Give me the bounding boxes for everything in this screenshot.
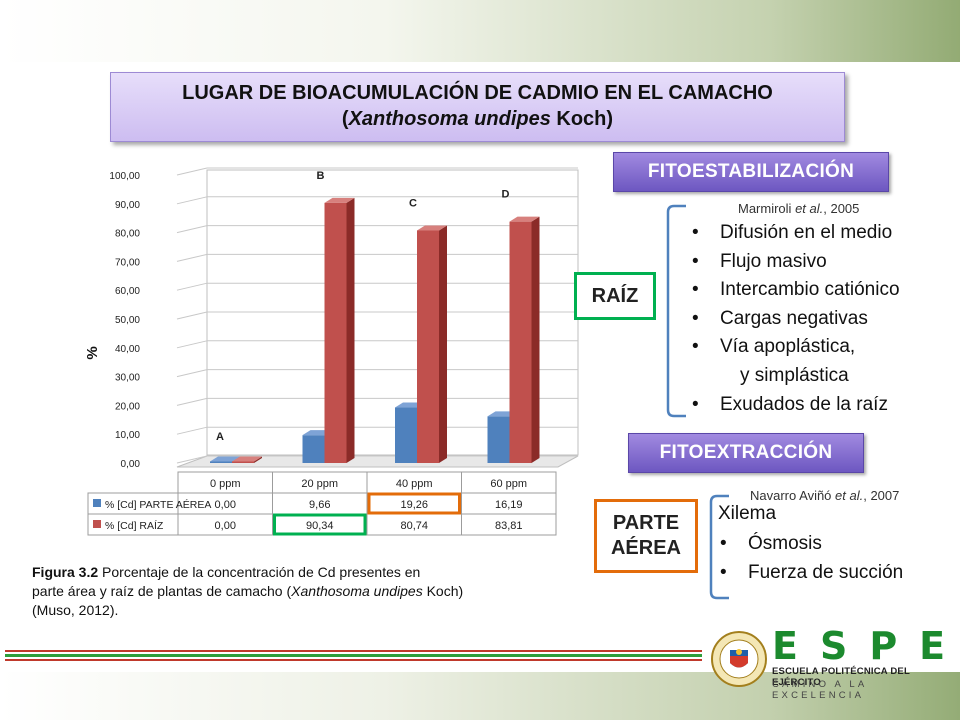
y-tick-label: 100,00 <box>109 171 140 182</box>
gridline-diagonal <box>176 196 208 205</box>
data-label: 80,74 <box>400 520 428 532</box>
gridline-diagonal <box>176 397 208 406</box>
significance-letter: C <box>409 197 417 209</box>
gridline-diagonal <box>176 340 208 349</box>
espe-logo-letters: ESPE <box>772 624 960 668</box>
species-name: Xanthosoma undipes <box>348 108 551 130</box>
y-tick-label: 40,00 <box>115 344 140 355</box>
bar <box>509 221 532 463</box>
gridline-diagonal <box>176 311 208 320</box>
bar <box>210 461 232 463</box>
y-axis-label: % <box>85 346 101 359</box>
bar <box>487 416 510 463</box>
legend-swatch <box>93 520 101 528</box>
gridline-diagonal <box>176 426 208 435</box>
data-label: 19,26 <box>400 499 428 511</box>
data-label: 0,00 <box>215 499 236 511</box>
y-tick-label: 10,00 <box>115 430 140 441</box>
significance-letter: A <box>216 431 224 443</box>
list-item: • Intercambio catiónico <box>692 279 900 301</box>
list-item: • Flujo masivo <box>692 250 827 272</box>
fitoestabilizacion-button[interactable]: FITOESTABILIZACIÓN <box>613 152 889 192</box>
citation-marmiroli: Marmiroli et al., 2005 <box>738 201 860 216</box>
category-label: 20 ppm <box>301 478 338 490</box>
gridline-diagonal <box>176 167 208 176</box>
figure-caption: Figura 3.2 Porcentaje de la concentració… <box>32 564 464 618</box>
fitoextraccion-button[interactable]: FITOEXTRACCIÓN <box>628 433 864 473</box>
y-tick-label: 0,00 <box>121 459 141 470</box>
bar-top <box>232 456 262 462</box>
list-item: • Fuerza de succión <box>720 561 904 583</box>
y-tick-label: 60,00 <box>115 286 140 297</box>
bar-top <box>417 225 447 231</box>
y-tick-label: 70,00 <box>115 257 140 268</box>
y-tick-label: 20,00 <box>115 401 140 412</box>
bar-top <box>210 456 240 462</box>
espe-seal-icon <box>711 631 767 687</box>
bar-chart: 0,00 10,00 20,00 30,00 40,00 50,00 60,00 70,00 8… <box>84 155 585 545</box>
gridline-diagonal <box>176 455 208 464</box>
raiz-mechanisms-list: • Difusión en el medio • Flujo masivo • Int… <box>690 219 900 419</box>
highlight-box <box>367 492 461 515</box>
category-label: 40 ppm <box>396 478 433 490</box>
data-label: 83,81 <box>495 520 523 532</box>
gridline-diagonal <box>176 282 208 291</box>
gridline-diagonal <box>176 369 208 378</box>
legend-label: % [Cd] RAÍZ <box>105 519 164 532</box>
slide-title: LUGAR DE BIOACUMULACIÓN DE CADMIO EN EL … <box>110 72 845 142</box>
list-item: • Ósmosis <box>720 533 822 554</box>
list-item: • Cargas negativas <box>692 307 868 329</box>
bar <box>302 435 325 463</box>
header-gradient-band <box>0 0 960 62</box>
xilema-heading: Xilema <box>718 503 777 524</box>
list-item: • Vía apoplástica, <box>692 336 856 358</box>
y-tick-label: 80,00 <box>115 229 140 240</box>
bar <box>395 407 417 463</box>
significance-letter: D <box>502 189 510 201</box>
legend-label: % [Cd] PARTE AÉREA <box>105 498 211 511</box>
data-label: 9,66 <box>309 499 330 511</box>
bar <box>232 461 254 463</box>
bar-top <box>324 197 355 203</box>
bar <box>324 202 347 463</box>
chart-canvas: 0,00 10,00 20,00 30,00 40,00 50,00 60,00 70,00 8… <box>84 167 579 536</box>
title-line-1: LUGAR DE BIOACUMULACIÓN DE CADMIO EN EL … <box>182 82 773 104</box>
parte-aerea-mechanisms-list: • Ósmosis • Fuerza de succión <box>718 530 903 587</box>
y-tick-label: 30,00 <box>115 373 140 384</box>
gridline-diagonal <box>176 253 208 262</box>
title-line-2: (Xanthosoma undipes Koch) <box>341 108 614 130</box>
bar-side <box>439 225 447 463</box>
y-tick-label: 90,00 <box>115 200 140 211</box>
footer-gradient-band <box>0 672 960 720</box>
parte-aerea-brace-icon <box>709 494 729 600</box>
list-item: • Difusión en el medio <box>692 222 893 243</box>
bar-side <box>254 456 262 463</box>
data-label: 16,19 <box>495 499 523 511</box>
list-item: • Exudados de la raíz <box>692 393 888 415</box>
legend-swatch <box>93 499 101 507</box>
category-label: 60 ppm <box>490 478 527 490</box>
y-tick-label: 50,00 <box>115 315 140 326</box>
footer-stripes <box>5 650 702 661</box>
list-item-continuation: y simplástica <box>740 364 849 386</box>
raiz-label-box: RAÍZ <box>574 272 656 320</box>
category-label: 0 ppm <box>210 478 241 490</box>
bar-top <box>509 216 540 222</box>
citation-navarro: Navarro Aviñó et al., 2007 <box>750 488 900 503</box>
gridline-diagonal <box>176 225 208 234</box>
data-label: 0,00 <box>215 520 236 532</box>
espe-motto: CAMINO A LA EXCELENCIA <box>772 679 867 701</box>
highlight-box <box>273 513 367 536</box>
significance-letter: B <box>317 170 325 182</box>
bar <box>417 230 439 463</box>
data-label: 90,34 <box>306 520 334 532</box>
raiz-brace-icon <box>666 204 686 418</box>
parte-aerea-label-box: PARTE AÉREA <box>594 499 698 573</box>
bar-side <box>531 216 540 463</box>
espe-institution-name: ESCUELA POLITÉCNICA DEL EJÉRCITO <box>772 666 910 688</box>
bar-side <box>346 197 355 463</box>
